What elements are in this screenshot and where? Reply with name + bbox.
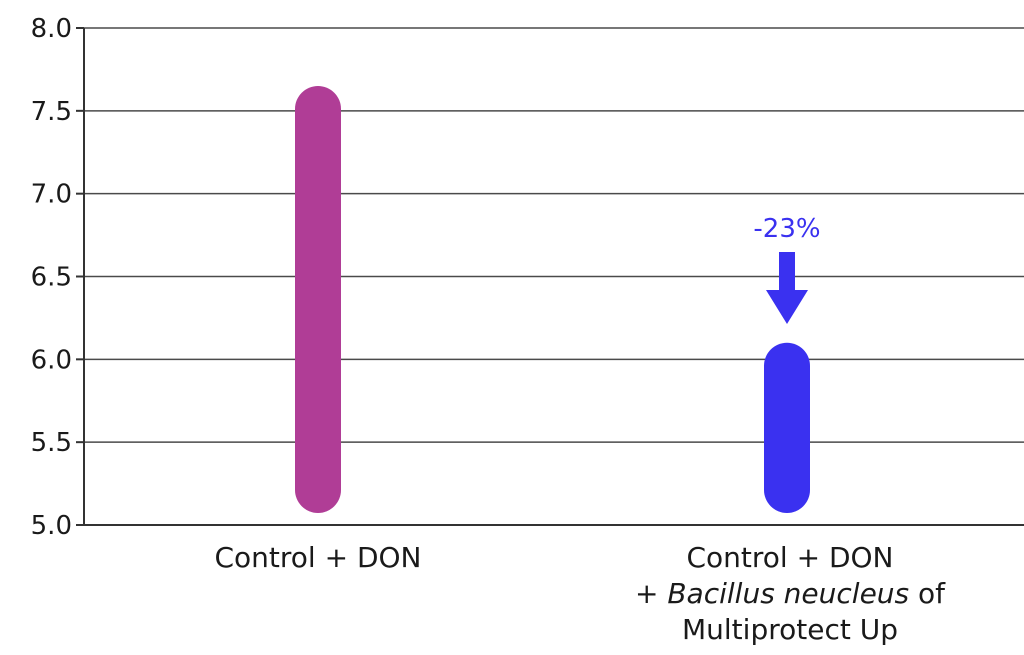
species-name: Bacillus neucleus [667,577,910,610]
change-label: -23% [753,214,820,244]
bar [764,342,810,513]
category-label-line: Multiprotect Up [682,613,898,646]
y-tick-label: 7.5 [31,97,72,127]
arrow-down-icon [766,252,808,324]
annotation: -23% [753,214,821,324]
bars [295,85,810,513]
category-label-line: + Bacillus neucleus of [600,576,980,612]
y-tick-label: 7.0 [31,180,72,210]
y-axis-ticks: 5.0 5.5 6.0 6.5 7.0 7.5 8.0 [31,14,84,541]
bar [295,85,341,513]
y-tick-label: 6.5 [31,263,72,293]
category-label-line: Control + DON [214,541,422,574]
category-label-control: Control + DON [168,540,468,576]
label-suffix: of [909,577,946,610]
gridlines [84,27,1024,443]
category-label-bacillus: Control + DON + Bacillus neucleus of Mul… [600,540,980,648]
y-tick-label: 5.0 [31,511,72,541]
y-tick-label: 5.5 [31,428,72,458]
y-tick-label: 8.0 [31,14,72,44]
label-prefix: + [634,577,668,610]
category-label-line: Control + DON [686,541,894,574]
y-tick-label: 6.0 [31,345,72,375]
